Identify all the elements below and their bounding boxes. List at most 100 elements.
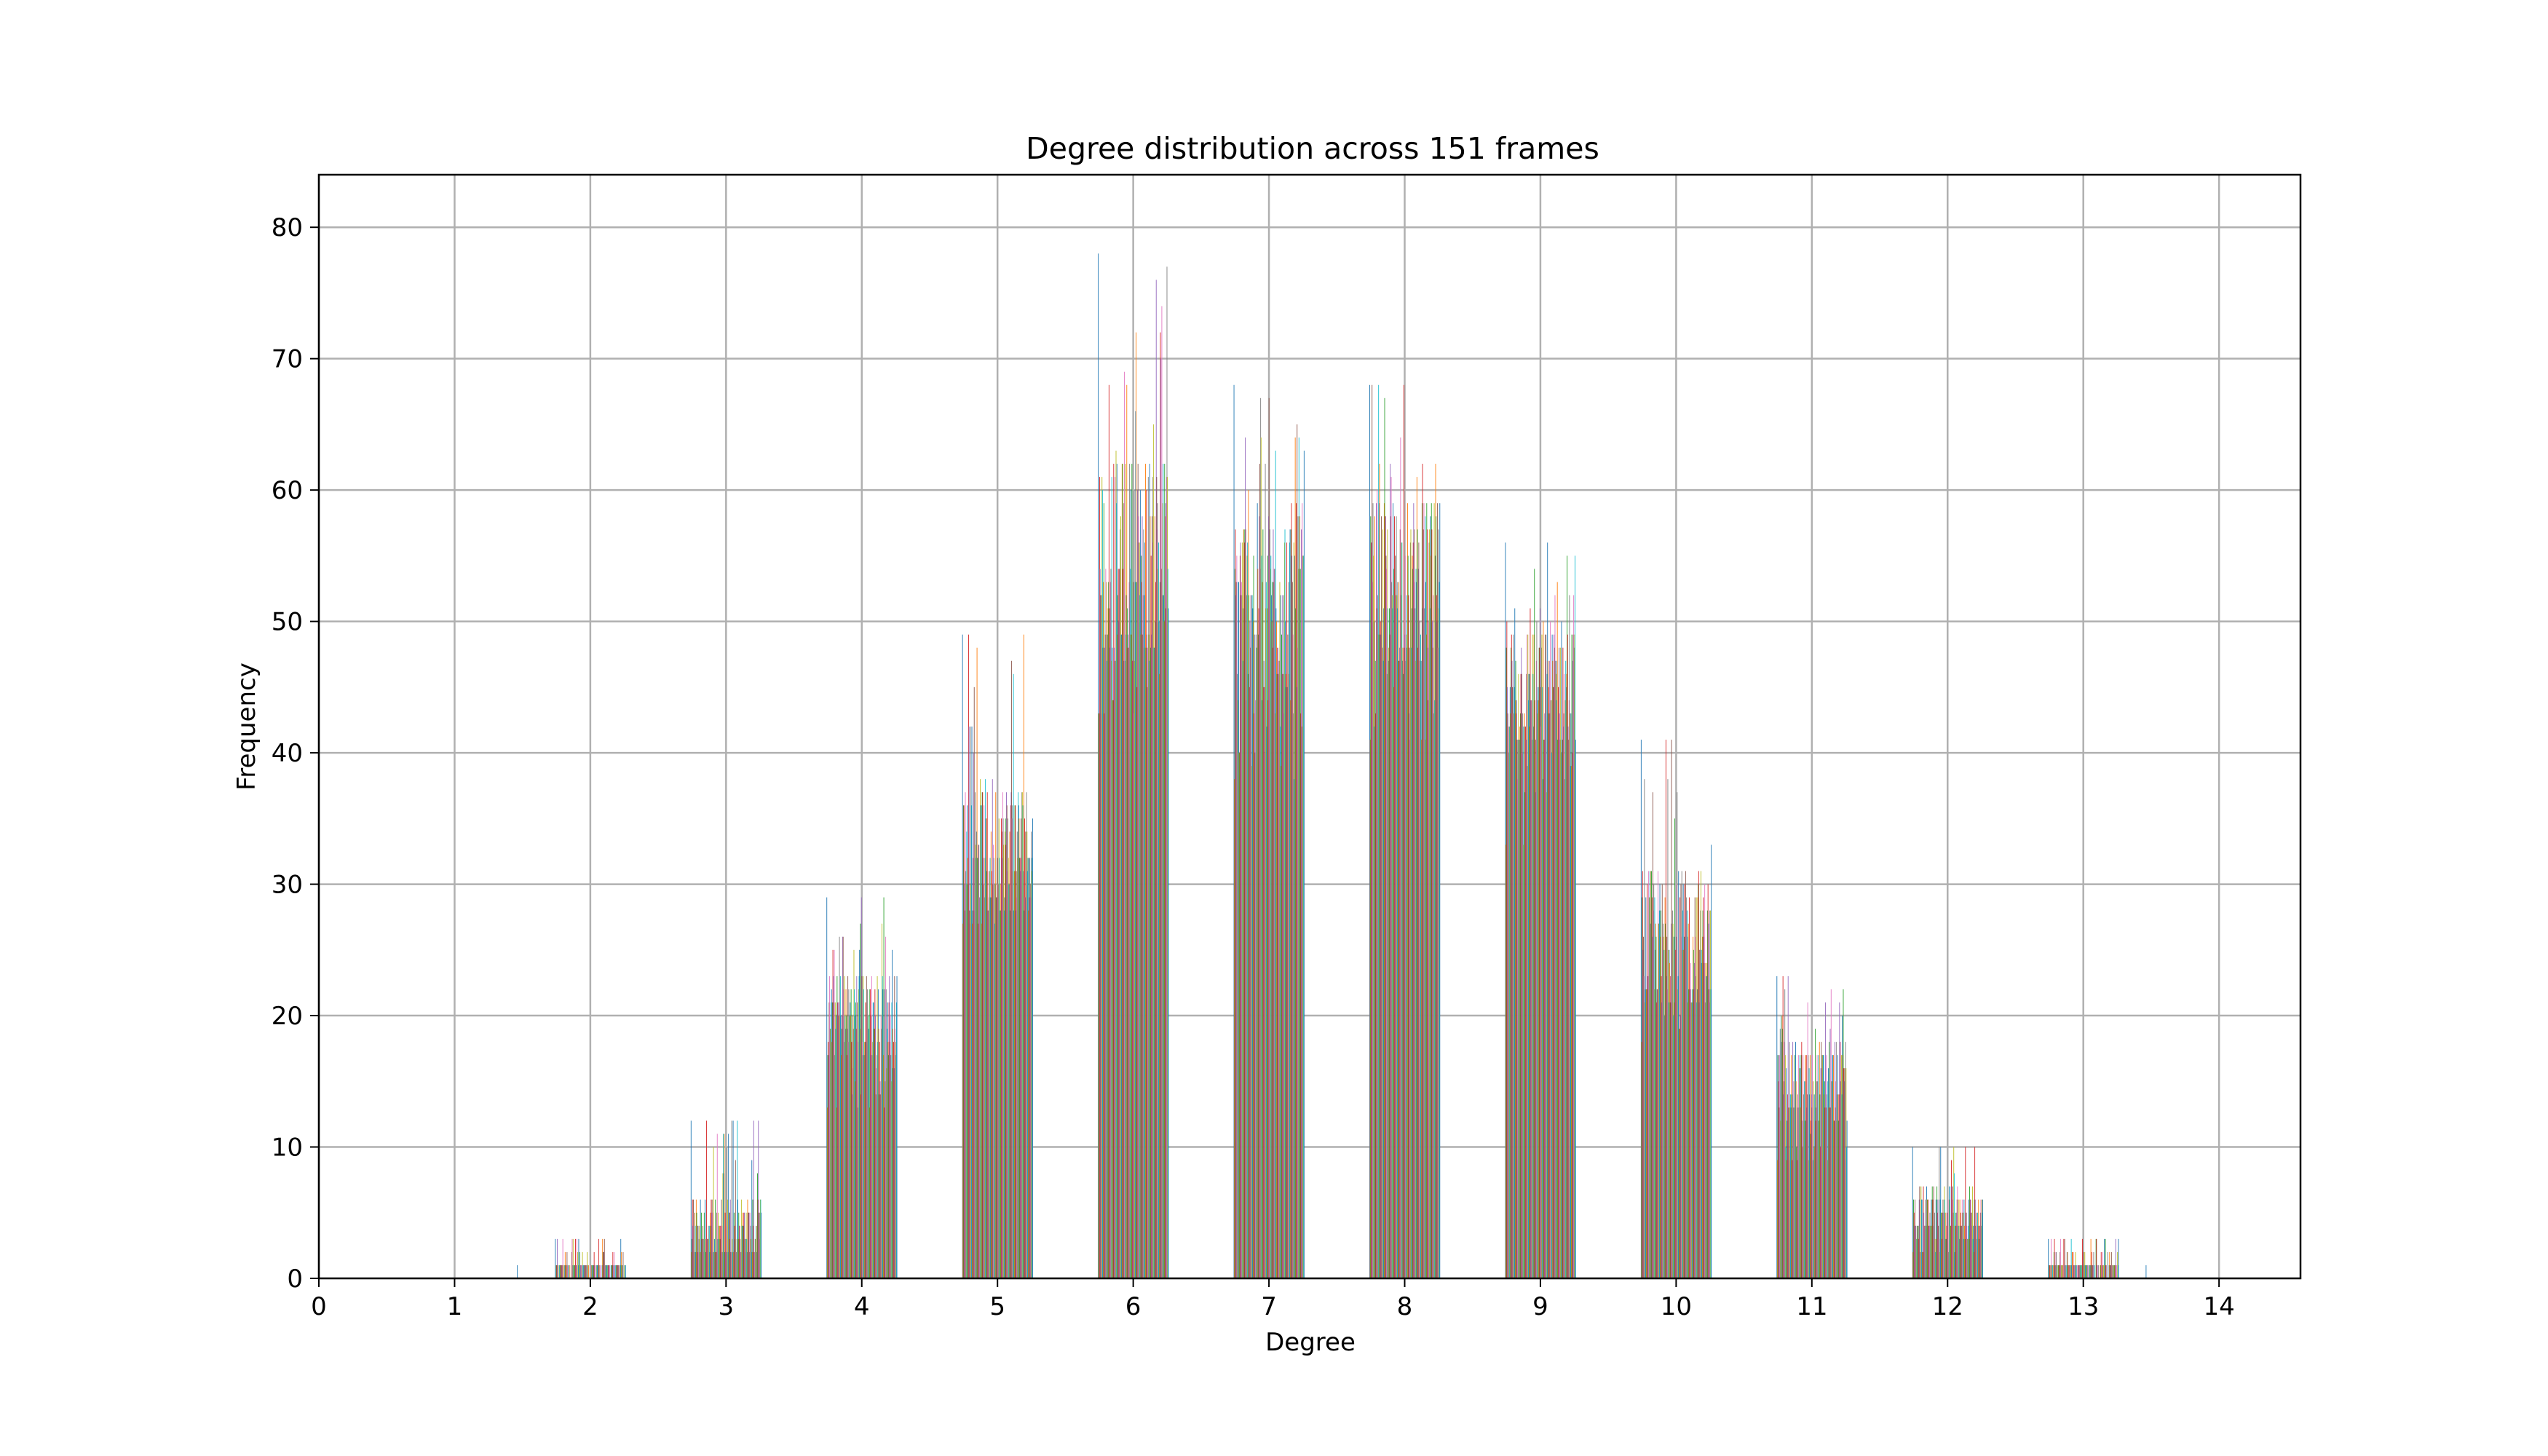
histogram-bar: [965, 884, 967, 1278]
histogram-bar: [1402, 647, 1404, 1278]
histogram-bar: [1425, 634, 1427, 1278]
histogram-bar: [1254, 753, 1256, 1278]
histogram-bar: [1286, 687, 1288, 1278]
histogram-bar: [1113, 464, 1115, 1278]
histogram-bar: [1398, 660, 1399, 1278]
histogram-bar: [604, 1238, 605, 1278]
histogram-bar: [590, 1265, 592, 1278]
histogram-bar: [1246, 555, 1248, 1278]
histogram-bar: [716, 1212, 718, 1278]
histogram-bar: [982, 792, 984, 1278]
histogram-bar: [1001, 818, 1002, 1278]
histogram-bar: [1664, 897, 1666, 1278]
histogram-bar: [855, 1002, 856, 1278]
histogram-bar: [2062, 1265, 2064, 1278]
histogram-bar: [555, 1265, 557, 1278]
histogram-bar: [574, 1265, 576, 1278]
histogram-bar: [1374, 516, 1375, 1279]
histogram-bar: [1148, 634, 1150, 1278]
histogram-bar: [1797, 1055, 1799, 1278]
histogram-bar: [828, 1002, 830, 1278]
histogram-bar: [1392, 608, 1393, 1278]
histogram-bar: [1674, 818, 1676, 1278]
histogram-bar: [882, 1055, 884, 1278]
histogram-bar: [1956, 1212, 1958, 1278]
histogram-bar: [880, 1094, 882, 1278]
x-tick-label: 14: [2204, 1292, 2235, 1321]
histogram-bar: [1919, 1186, 1920, 1278]
histogram-bar: [2111, 1265, 2113, 1278]
histogram-bar: [715, 1199, 716, 1278]
histogram-bar: [728, 1133, 729, 1278]
histogram-bar: [1827, 1081, 1829, 1278]
histogram-bar: [864, 1042, 866, 1278]
histogram-bar: [1683, 949, 1685, 1278]
histogram-bar: [1144, 542, 1146, 1278]
histogram-bar: [1656, 989, 1658, 1278]
histogram-bar: [858, 989, 859, 1278]
histogram-bar: [999, 858, 1000, 1278]
histogram-bar: [1669, 962, 1670, 1278]
histogram-bar: [1439, 582, 1440, 1278]
histogram-bar: [1792, 1042, 1794, 1278]
histogram-bar: [1509, 687, 1511, 1278]
histogram-bar: [1520, 673, 1522, 1278]
histogram-bar: [1518, 673, 1519, 1278]
histogram-bar: [1935, 1251, 1936, 1278]
histogram-bar: [746, 1251, 748, 1278]
histogram-bar: [1281, 634, 1282, 1278]
histogram-bar: [1029, 884, 1031, 1278]
histogram-bar: [1380, 621, 1381, 1278]
histogram-bar: [1794, 1107, 1795, 1278]
histogram-bar: [839, 976, 841, 1278]
histogram-bar: [1021, 792, 1023, 1278]
histogram-bar: [2071, 1251, 2073, 1278]
histogram-bar: [1539, 647, 1540, 1278]
histogram-bar: [986, 871, 988, 1278]
histogram-bar: [721, 1199, 722, 1278]
histogram-bar: [2116, 1265, 2117, 1278]
histogram-bar: [1915, 1238, 1917, 1278]
histogram-bar: [1506, 647, 1507, 1278]
histogram-bar: [980, 779, 981, 1278]
histogram-bar: [855, 1029, 857, 1278]
histogram-bar: [1163, 595, 1164, 1278]
histogram-bar: [1824, 1081, 1825, 1278]
histogram-bar: [1829, 1107, 1830, 1278]
histogram-bar: [1552, 660, 1554, 1278]
histogram-bar: [1554, 595, 1556, 1278]
histogram-bar: [1393, 569, 1395, 1278]
histogram-bar: [1289, 542, 1290, 1278]
histogram-bar: [737, 1199, 738, 1278]
histogram-bar: [1252, 608, 1254, 1278]
histogram-bar: [1283, 595, 1285, 1278]
histogram-bar: [1376, 503, 1377, 1279]
histogram-bar: [1244, 542, 1246, 1278]
histogram-bar: [1419, 660, 1420, 1278]
histogram-bar: [1839, 1002, 1840, 1278]
histogram-bar: [1239, 555, 1241, 1278]
histogram-bar: [2074, 1265, 2076, 1278]
histogram-bar: [963, 805, 965, 1278]
histogram-bar: [1112, 700, 1114, 1278]
histogram-bar: [1104, 634, 1106, 1278]
histogram-bar: [1382, 660, 1384, 1278]
histogram-bar: [733, 1212, 735, 1278]
histogram-bar: [2102, 1251, 2103, 1278]
histogram-bar: [1400, 437, 1401, 1278]
histogram-bar: [1257, 569, 1259, 1278]
histogram-bar: [852, 1029, 854, 1278]
histogram-bar: [1693, 989, 1695, 1278]
histogram-bar: [1924, 1225, 1926, 1278]
histogram-bar: [1107, 634, 1108, 1278]
histogram-bar: [1405, 660, 1406, 1278]
histogram-bar: [1681, 936, 1682, 1278]
histogram-bar: [866, 976, 867, 1278]
histogram-bar: [1157, 529, 1158, 1279]
histogram-bar: [986, 792, 988, 1278]
histogram-bar: [1373, 555, 1374, 1278]
histogram-bar: [1546, 792, 1547, 1278]
histogram-bar: [1377, 634, 1379, 1278]
histogram-bar: [1281, 673, 1283, 1278]
histogram-bar: [1805, 1120, 1807, 1278]
